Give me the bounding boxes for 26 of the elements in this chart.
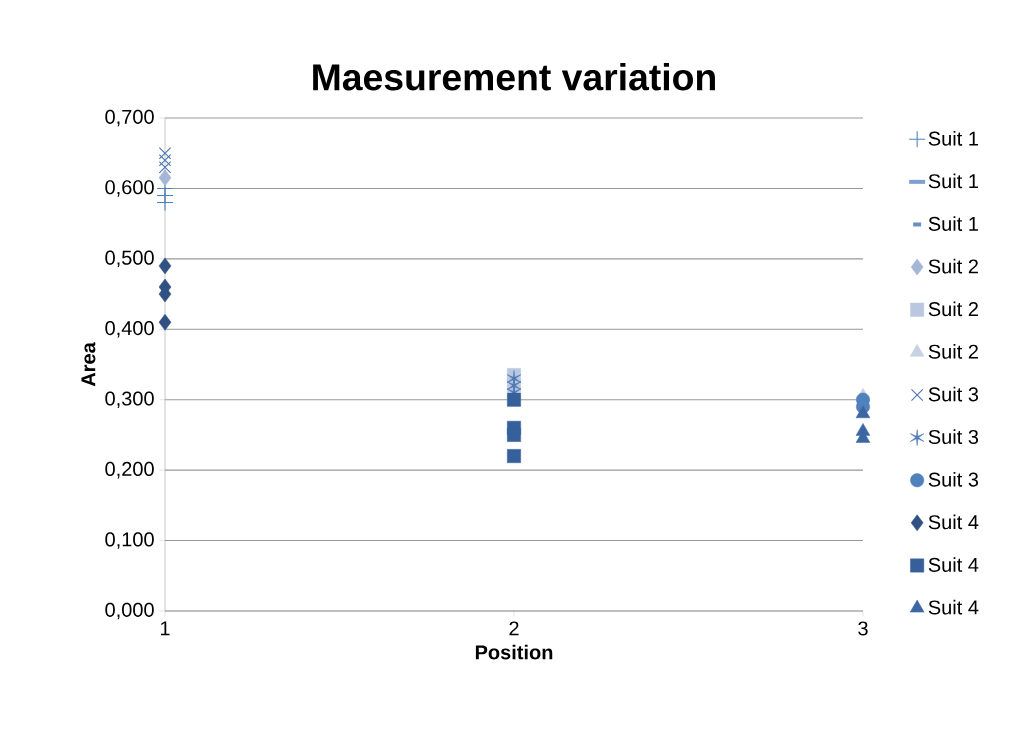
x-tick-label: 1: [160, 621, 170, 636]
legend-label: Suit 1: [928, 130, 978, 146]
chart-title: Maesurement variation: [313, 63, 715, 91]
legend-label: Suit 2: [928, 258, 978, 274]
y-tick-label: 0,300: [105, 391, 154, 408]
legend-label: Suit 2: [928, 301, 978, 317]
y-tick-label: 0,500: [105, 250, 154, 268]
x-tick-label: 2: [509, 621, 519, 636]
y-tick-label: 0,200: [105, 461, 154, 479]
y-axis-title: Area: [81, 342, 96, 387]
legend-label: Suit 4: [928, 557, 979, 572]
y-tick-label: 0,000: [105, 602, 154, 620]
y-tick-label: 0,700: [105, 109, 154, 127]
legend-label: Suit 3: [928, 471, 979, 487]
legend-label: Suit 2: [928, 344, 978, 359]
legend-label: Suit 3: [928, 429, 979, 445]
y-tick-label: 0,600: [105, 180, 154, 197]
legend-label: Suit 1: [928, 173, 978, 189]
legend-label: Suit 4: [928, 599, 979, 615]
legend-label: Suit 4: [928, 514, 979, 530]
legend-label: Suit 3: [928, 386, 979, 402]
x-tick-label: 3: [858, 621, 868, 636]
y-tick-label: 0,100: [105, 532, 154, 549]
y-tick-label: 0,400: [105, 321, 154, 338]
legend-label: Suit 1: [928, 216, 978, 231]
x-axis-title: Position: [475, 644, 553, 660]
